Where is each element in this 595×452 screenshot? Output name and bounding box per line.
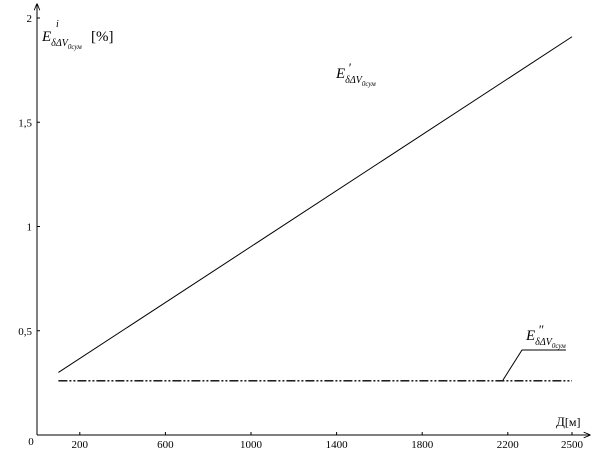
y-axis-ticks: 0,5 1 1,5 2 (18, 13, 40, 338)
y-tick-label: 1,5 (18, 117, 32, 129)
y-label-subscript: δΔV (51, 38, 70, 49)
series-label-subscript: δΔV (535, 337, 554, 348)
y-label-superscript: i (56, 19, 59, 30)
series-label-sub-sub: 0сум (552, 342, 566, 350)
series-labels: EδΔV0сум′EδΔV0сум″ (335, 60, 566, 381)
x-tick-label: 2200 (497, 439, 520, 451)
x-tick-label: 1800 (411, 439, 434, 451)
y-tick-label: 0,5 (18, 326, 32, 338)
series-label-2: EδΔV0сум (525, 328, 566, 350)
x-axis-ticks: 200 600 1000 1400 1800 2200 2500 (72, 432, 584, 451)
svg-text:Д[м]: Д[м] (556, 414, 580, 429)
series-line-1 (58, 36, 573, 373)
series-label-sub-sub: 0сум (362, 80, 376, 88)
x-tick-label: 600 (157, 439, 174, 451)
series-label-subscript: δΔV (345, 75, 364, 86)
x-tick-label: 200 (72, 439, 89, 451)
y-axis-label: EδΔV0сум i [%] (41, 19, 114, 51)
x-tick-label: 1400 (326, 439, 349, 451)
x-label-unit: [м] (565, 415, 581, 429)
y-label-sub-sub: 0сум (68, 43, 82, 51)
x-tick-label: 2500 (561, 439, 584, 451)
svg-text:EδΔV0сум: EδΔV0сум (41, 29, 82, 51)
series-layer (58, 36, 573, 382)
series-label-superscript: ″ (538, 322, 544, 337)
y-tick-label: 1 (27, 222, 33, 234)
y-label-unit: [%] (91, 29, 114, 45)
series-label-main: E (335, 66, 345, 82)
series-label-1: EδΔV0сум (335, 66, 376, 88)
x-axis-label: Д[м] (556, 414, 580, 429)
origin-label: 0 (28, 436, 34, 448)
series-label-superscript: ′ (348, 60, 351, 75)
y-label-main: E (41, 29, 51, 45)
x-tick-label: 1000 (240, 439, 263, 451)
series-label-main: E (525, 328, 535, 344)
x-label-main: Д (556, 414, 565, 429)
y-tick-label: 2 (27, 13, 33, 25)
series-label-leader (502, 349, 566, 381)
